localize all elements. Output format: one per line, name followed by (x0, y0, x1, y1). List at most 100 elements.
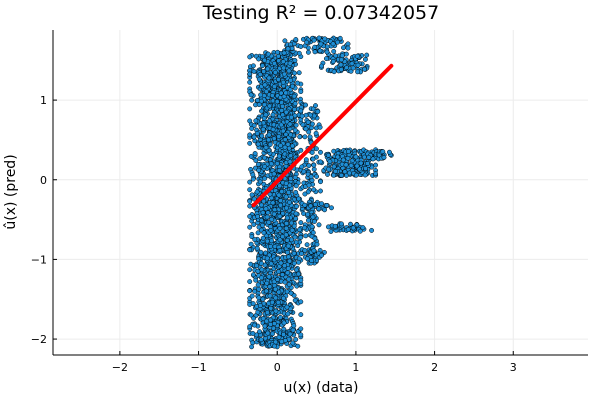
scatter-point (331, 48, 337, 54)
scatter-point (370, 156, 376, 162)
scatter-point (290, 143, 295, 149)
scatter-point (286, 68, 292, 74)
scatter-point (305, 211, 311, 217)
scatter-point (386, 149, 392, 155)
scatter-point (247, 79, 253, 85)
scatter-point (249, 97, 255, 103)
scatter-point (265, 66, 271, 72)
scatter-point (296, 259, 302, 265)
scatter-point (292, 57, 298, 63)
scatter-point (262, 57, 267, 63)
scatter-point (318, 149, 323, 155)
scatter-point (272, 244, 278, 249)
scatter-point (300, 122, 306, 128)
scatter-point (308, 174, 314, 180)
scatter-point (357, 228, 363, 234)
scatter-point (270, 200, 276, 206)
scatter-point (248, 92, 254, 98)
scatter-point (277, 183, 283, 189)
scatter-point (281, 71, 287, 77)
scatter-point (304, 256, 310, 262)
scatter-point (265, 51, 271, 57)
scatter-point (260, 316, 266, 322)
scatter-point (282, 144, 288, 150)
scatter-point (251, 222, 257, 227)
x-tick-label: −2 (112, 361, 128, 374)
scatter-point (257, 329, 262, 335)
scatter-point (251, 196, 257, 202)
scatter-point (283, 225, 289, 231)
scatter-point (280, 210, 286, 216)
scatter-point (257, 303, 263, 309)
scatter-point (247, 247, 253, 253)
tick-labels: −2 −1 0 1 2 3 −2 −1 0 1 (31, 94, 517, 374)
scatter-point (343, 162, 349, 168)
scatter-point (280, 59, 286, 65)
scatter-point (263, 89, 269, 95)
scatter-point (311, 37, 317, 43)
scatter-point (275, 49, 281, 55)
scatter-point (302, 191, 308, 197)
axes (52, 30, 588, 356)
scatter-point (283, 232, 289, 238)
scatter-point (295, 80, 301, 86)
scatter-point (278, 202, 283, 208)
scatter-point (292, 101, 298, 107)
scatter-point (275, 76, 281, 82)
scatter-point (288, 290, 294, 296)
scatter-point (369, 227, 375, 233)
scatter-point (273, 295, 279, 301)
scatter-point (302, 225, 308, 231)
y-axis-label: û(x) (pred) (3, 154, 19, 229)
scatter-point (277, 237, 283, 243)
scatter-point (349, 61, 355, 67)
scatter-point (323, 56, 329, 62)
scatter-point (296, 50, 302, 56)
scatter-point (248, 241, 254, 247)
scatter-point (278, 260, 284, 266)
scatter-point (269, 299, 275, 305)
scatter-point (267, 293, 273, 299)
scatter-point (255, 282, 261, 288)
x-axis-label: u(x) (data) (284, 380, 359, 396)
scatter-point (299, 113, 305, 119)
scatter-point (283, 180, 289, 186)
scatter-point (303, 126, 309, 132)
scatter-point (332, 223, 338, 229)
scatter-point (328, 229, 334, 234)
scatter-point (259, 133, 265, 139)
scatter-point (330, 41, 336, 47)
scatter-point (312, 49, 318, 55)
scatter-point (249, 126, 255, 131)
scatter-point (247, 179, 253, 185)
scatter-point (281, 50, 287, 56)
scatter-point (247, 54, 253, 60)
scatter-point (380, 149, 386, 155)
scatter-point (317, 48, 323, 54)
scatter-point (303, 112, 309, 118)
scatter-point (318, 159, 323, 165)
scatter-point (362, 172, 368, 178)
scatter-point (255, 214, 261, 219)
scatter-point (342, 169, 348, 175)
scatter-point (306, 129, 312, 135)
scatter-point (259, 108, 264, 114)
scatter-point (313, 146, 319, 152)
scatter-point (310, 230, 316, 236)
scatter-point (262, 323, 268, 329)
scatter-point (286, 189, 292, 195)
scatter-point (285, 250, 290, 255)
scatter-point (279, 189, 285, 194)
scatter-point (296, 70, 302, 76)
scatter-point (247, 132, 253, 138)
scatter-point (268, 321, 274, 327)
scatter-point (260, 235, 266, 241)
scatter-point (295, 343, 301, 349)
scatter-point (247, 288, 253, 294)
scatter-point (285, 243, 291, 249)
scatter-point (251, 315, 257, 321)
scatter-point (297, 227, 302, 233)
scatter-point (316, 35, 322, 41)
scatter-point (247, 198, 253, 204)
